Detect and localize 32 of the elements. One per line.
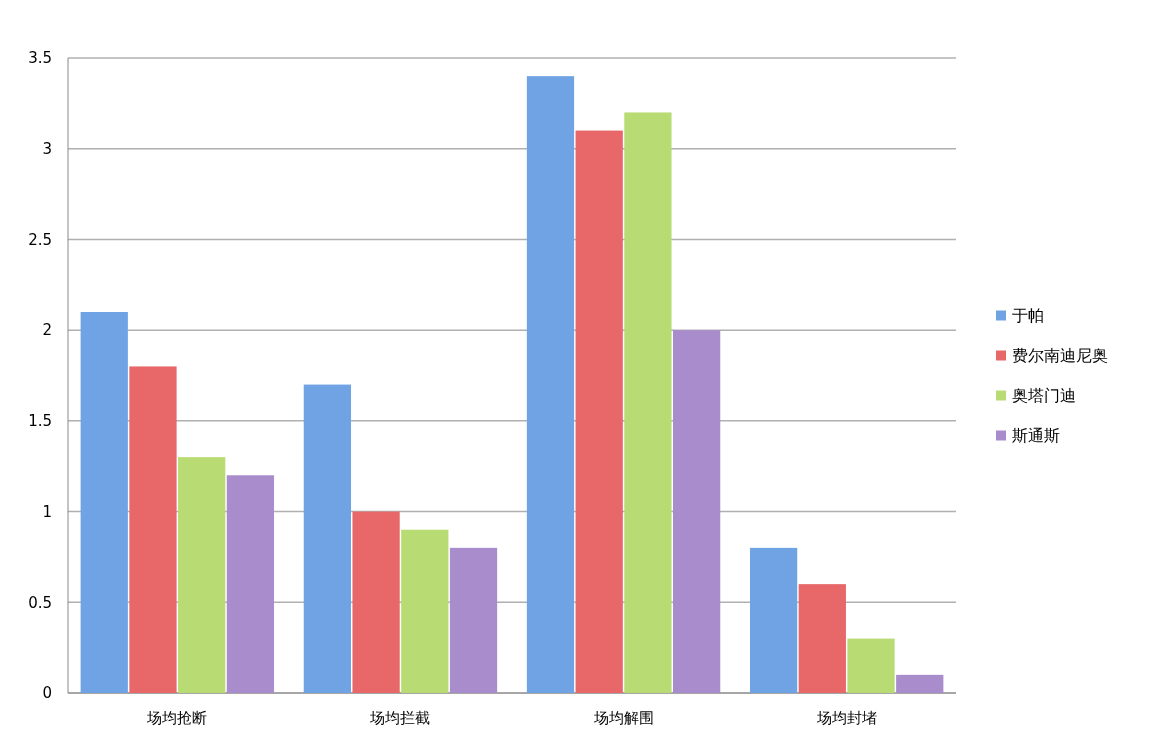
bar bbox=[449, 547, 498, 693]
bar bbox=[303, 384, 351, 693]
x-tick-label: 场均抢断 bbox=[146, 709, 208, 727]
y-tick-label: 1.5 bbox=[28, 412, 52, 431]
bar bbox=[624, 112, 672, 693]
y-tick-label: 3 bbox=[42, 139, 52, 158]
x-tick-label: 场均拦截 bbox=[369, 709, 431, 727]
bar bbox=[673, 330, 721, 693]
bar bbox=[749, 547, 798, 693]
bar bbox=[575, 130, 623, 693]
bar bbox=[129, 366, 177, 693]
y-tick-label: 3.5 bbox=[28, 49, 52, 68]
bar bbox=[401, 529, 449, 693]
bar bbox=[226, 475, 275, 693]
y-tick-label: 2 bbox=[42, 321, 52, 340]
y-tick-label: 0 bbox=[42, 684, 52, 703]
bar bbox=[526, 76, 575, 693]
legend-label: 斯通斯 bbox=[1012, 426, 1060, 446]
y-tick-label: 0.5 bbox=[28, 593, 52, 612]
y-tick-label: 2.5 bbox=[28, 230, 52, 249]
bar bbox=[352, 511, 400, 693]
bar bbox=[798, 584, 846, 693]
x-tick-label: 场均解围 bbox=[592, 709, 654, 727]
legend-label: 奥塔门迪 bbox=[1012, 386, 1076, 406]
bar bbox=[847, 638, 895, 693]
bar bbox=[896, 674, 944, 693]
bar bbox=[80, 312, 128, 693]
x-tick-label: 场均封堵 bbox=[815, 709, 877, 727]
legend-label: 于帕 bbox=[1012, 306, 1044, 326]
y-tick-label: 1 bbox=[42, 502, 52, 521]
bar bbox=[178, 457, 226, 693]
legend-label: 费尔南迪尼奥 bbox=[1012, 346, 1108, 366]
